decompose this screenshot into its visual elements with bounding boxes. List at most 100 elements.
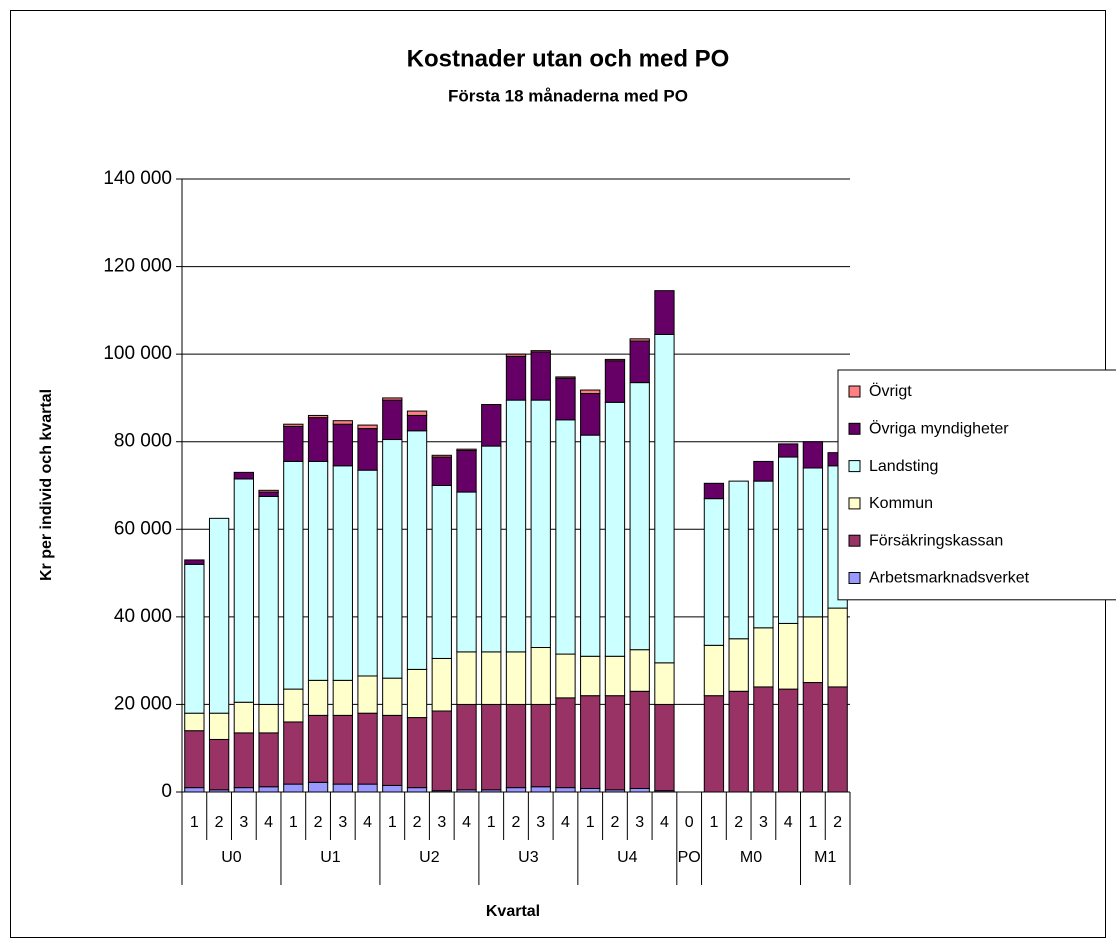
x-tick-label: 0	[685, 814, 694, 831]
bar-segment	[406, 410, 428, 416]
y-tick-label: 80 000	[114, 431, 172, 452]
bar-segment	[481, 403, 502, 447]
bar-segment	[406, 717, 428, 789]
bar-segment	[406, 668, 428, 719]
bar-segment	[777, 688, 799, 793]
bar-segment	[382, 714, 403, 786]
bar-segment	[258, 491, 279, 497]
bar-segment	[629, 649, 650, 692]
x-tick-label: 4	[660, 814, 669, 831]
bar-segment	[629, 690, 650, 789]
x-axis-label: Kvartal	[486, 903, 540, 920]
bar-segment	[654, 703, 675, 792]
y-axis-label: Kr per individ och kvartal	[38, 389, 55, 581]
bar-segment	[456, 491, 477, 653]
bar-segment	[258, 703, 279, 734]
bar-segment	[233, 732, 255, 789]
bar-segment	[431, 456, 452, 486]
bar-segment	[307, 679, 329, 716]
bar-segment	[580, 434, 601, 657]
x-tick-label: 2	[611, 814, 620, 831]
bar-segment	[382, 439, 403, 679]
bar-segment	[580, 655, 601, 697]
bar-segment	[456, 448, 477, 451]
bar-segment	[382, 677, 403, 716]
bar-segment	[406, 787, 428, 793]
x-tick-label: 1	[586, 814, 595, 831]
bar-segment	[406, 414, 428, 432]
bar-segment	[283, 688, 304, 723]
bar-segment	[505, 355, 527, 401]
bar-segment	[233, 471, 255, 480]
bar-segment	[827, 686, 848, 793]
legend-swatch	[848, 534, 861, 547]
y-tick-label: 120 000	[103, 256, 172, 277]
x-tick-label: 4	[462, 814, 471, 831]
bar-segment	[505, 399, 527, 653]
bar-segment	[307, 460, 329, 681]
y-tick-label: 0	[161, 781, 172, 802]
bar-segment	[604, 695, 626, 791]
bar-segment	[382, 397, 403, 401]
bar-segment	[555, 787, 576, 793]
x-tick-label: 4	[784, 814, 793, 831]
bar-segment	[258, 489, 279, 493]
bar-segment	[530, 399, 551, 649]
bar-segment	[283, 721, 304, 785]
legend-label: Övrigt	[869, 382, 912, 400]
bar-segment	[802, 441, 824, 469]
bar-segment	[283, 425, 304, 462]
bar-segment	[283, 460, 304, 690]
bar-segment	[629, 338, 650, 342]
bar-segment	[604, 358, 626, 362]
group-label: PO	[678, 849, 701, 866]
bar-segment	[703, 498, 725, 646]
x-tick-label: 1	[487, 814, 496, 831]
bar-segment	[753, 480, 774, 629]
bar-segment	[382, 399, 403, 441]
x-tick-label: 1	[388, 814, 397, 831]
bar-segment	[580, 389, 601, 395]
bar-segment	[456, 449, 477, 493]
x-tick-label: 3	[437, 814, 446, 831]
bar-segment	[233, 701, 255, 734]
x-tick-label: 3	[239, 814, 248, 831]
bar-segment	[481, 703, 502, 791]
bar-segment	[580, 787, 601, 793]
bar-segment	[208, 712, 230, 740]
x-tick-label: 4	[264, 814, 273, 831]
x-tick-label: 2	[314, 814, 323, 831]
chart-title: Kostnader utan och med PO	[407, 45, 730, 72]
bar-segment	[703, 695, 725, 793]
bar-segment	[555, 653, 576, 699]
legend-swatch	[848, 422, 861, 435]
group-label: U1	[320, 849, 341, 866]
bar-segment	[629, 382, 650, 651]
legend-swatch	[848, 385, 861, 398]
bar-segment	[728, 480, 749, 640]
bar-segment	[208, 738, 230, 791]
bar-segment	[753, 686, 774, 793]
bar-segment	[357, 428, 378, 471]
bar-segment	[431, 485, 452, 659]
bar-segment	[332, 423, 353, 467]
bar-segment	[777, 622, 799, 690]
bar-segment	[604, 655, 626, 697]
bar-segment	[258, 786, 279, 793]
bar-segment	[208, 517, 230, 714]
bar-segment	[555, 376, 576, 379]
x-tick-label: 3	[338, 814, 347, 831]
x-tick-label: 4	[363, 814, 372, 831]
bar-segment	[654, 333, 675, 664]
bar-segment	[307, 414, 329, 419]
bar-segment	[431, 710, 452, 792]
bar-segment	[753, 627, 774, 688]
bar-segment	[332, 465, 353, 681]
group-label: M1	[814, 849, 836, 866]
bar-segment	[431, 454, 452, 458]
bar-segment	[184, 730, 205, 789]
group-label: U2	[419, 849, 440, 866]
legend-swatch	[848, 497, 861, 510]
y-tick-label: 40 000	[114, 606, 172, 627]
bar-segment	[802, 616, 824, 684]
